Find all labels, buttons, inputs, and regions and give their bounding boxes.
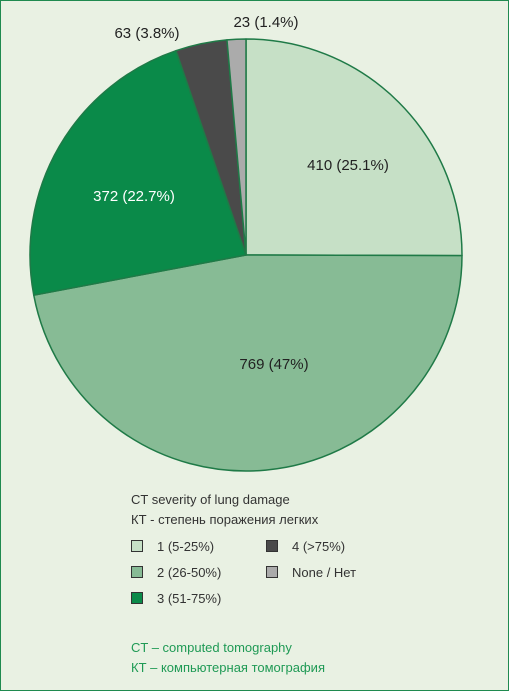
legend-label-4: 4 (>75%) bbox=[292, 538, 346, 554]
legend-swatch-1 bbox=[131, 540, 143, 552]
legend-swatch-3 bbox=[131, 592, 143, 604]
legend-item-3: 3 (51-75%) bbox=[131, 588, 266, 608]
footnote: CT – computed tomography КТ – компьютерн… bbox=[131, 638, 325, 678]
pie-label-1: 410 (25.1%) bbox=[307, 157, 389, 174]
pie-label-4: 63 (3.8%) bbox=[114, 25, 179, 42]
legend-item-4: 4 (>75%) bbox=[266, 536, 406, 556]
legend-grid: 1 (5-25%) 4 (>75%) 2 (26-50%) None / Нет… bbox=[131, 536, 406, 608]
legend-item-1: 1 (5-25%) bbox=[131, 536, 266, 556]
legend-label-3: 3 (51-75%) bbox=[157, 590, 222, 606]
pie-slice-2 bbox=[33, 254, 463, 472]
pie-slice-3 bbox=[29, 49, 247, 296]
footnote-ru: КТ – компьютерная томография bbox=[131, 660, 325, 675]
legend-label-none: None / Нет bbox=[292, 564, 357, 580]
legend-swatch-4 bbox=[266, 540, 278, 552]
legend-label-2: 2 (26-50%) bbox=[157, 564, 222, 580]
pie-slice-5 bbox=[226, 38, 247, 256]
pie-chart: 410 (25.1%) 769 (47%) 372 (22.7%) 63 (3.8%)… bbox=[29, 14, 463, 472]
legend-item-2: 2 (26-50%) bbox=[131, 562, 266, 582]
pie-slice-1 bbox=[245, 38, 463, 257]
legend-title-ru: КТ - степень поражения легких bbox=[131, 512, 319, 527]
legend-swatch-2 bbox=[131, 566, 143, 578]
legend-title-en: CT severity of lung damage bbox=[131, 492, 290, 507]
pie-label-3: 372 (22.7%) bbox=[93, 188, 175, 205]
footnote-en: CT – computed tomography bbox=[131, 640, 292, 655]
legend-label-1: 1 (5-25%) bbox=[157, 538, 215, 554]
legend-swatch-none bbox=[266, 566, 278, 578]
pie-label-5: 23 (1.4%) bbox=[233, 14, 298, 31]
legend-item-none: None / Нет bbox=[266, 562, 406, 582]
pie-label-2: 769 (47%) bbox=[239, 356, 308, 373]
legend: CT severity of lung damage КТ - степень … bbox=[131, 490, 406, 608]
